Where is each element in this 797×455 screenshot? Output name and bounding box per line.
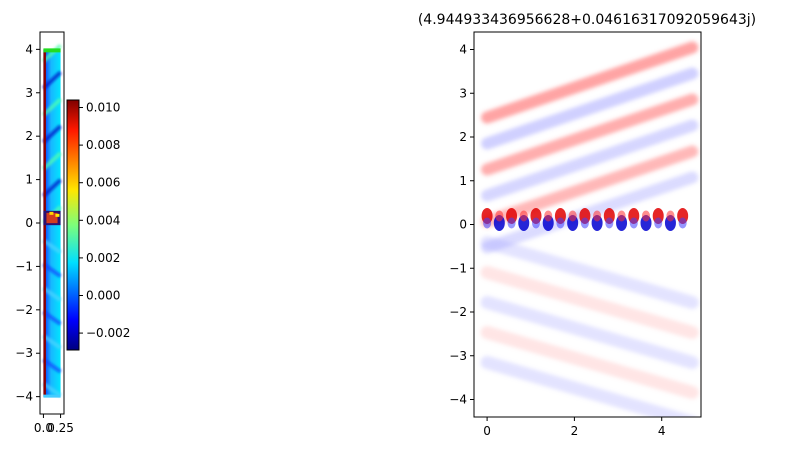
left-x-tick-label: 0.0 [34, 421, 53, 435]
blue-wave-band [480, 236, 699, 309]
colorbar-tick-label: 0.002 [86, 251, 120, 265]
blue-wave-band [480, 356, 696, 417]
blue-wave-band [480, 296, 699, 369]
source-hotspot [49, 211, 54, 215]
colorbar-tick-label: 0.004 [86, 213, 120, 227]
colorbar-tick-label: 0.010 [86, 101, 120, 115]
surface-spot-shadow [556, 217, 565, 229]
wave-stripe [42, 43, 62, 63]
right-y-tick-label: 1 [459, 174, 467, 188]
colorbar-tick-label: −0.002 [86, 326, 130, 340]
source-core [46, 212, 58, 224]
right-y-tick-label: −2 [449, 305, 467, 319]
left-x-tick-label: 0.25 [47, 421, 74, 435]
surface-spot-shadow [593, 210, 602, 222]
wave-stripe [42, 178, 62, 198]
left-y-tick-label: 3 [25, 86, 33, 100]
right-y-tick-label: 2 [459, 130, 467, 144]
right-x-tick-label: 4 [658, 424, 666, 438]
left-heatmap-panel: −4 −3 −2 −1 0 1 2 3 4 0.00.25 [15, 31, 74, 435]
surface-spot-shadow [483, 217, 492, 229]
wave-stripe [42, 238, 62, 255]
red-wave-band [480, 326, 699, 399]
surface-spot-shadow [544, 210, 553, 222]
blue-wave-band [481, 67, 699, 150]
surface-wave [481, 207, 689, 231]
surface-spot-shadow [629, 217, 638, 229]
wave-stripe [42, 358, 62, 374]
left-y-tick-label: −2 [15, 303, 33, 317]
lower-wave-bands [480, 236, 699, 417]
surface-spot-shadow [605, 217, 614, 229]
wave-stripe [42, 334, 62, 350]
right-y-tick-label: 4 [459, 43, 467, 57]
surface-spot-shadow [507, 217, 516, 229]
surface-spot-shadow [519, 210, 528, 222]
red-wave-band [481, 41, 699, 124]
wave-stripe [42, 381, 62, 398]
left-y-tick-label: −3 [15, 346, 33, 360]
surface-spot-shadow [495, 210, 504, 222]
wave-stripe [42, 310, 62, 326]
right-plot-title: (4.944933436956628+0.04616317092059643j) [418, 12, 756, 28]
colorbar-tick-label: 0.000 [86, 288, 120, 302]
right-heatmap-panel: −4 −3 −2 −1 0 1 2 3 4 0 2 4 (4.944933436956628+0.0… [418, 12, 756, 438]
wave-stripe [42, 70, 62, 90]
wave-stripes [42, 43, 62, 398]
surface-spot-shadow [666, 210, 675, 222]
surface-spot-shadow [617, 210, 626, 222]
right-y-tick-label: 0 [459, 218, 467, 232]
surface-spot-shadow [641, 210, 650, 222]
right-y-tick-label: 3 [459, 86, 467, 100]
left-y-tick-label: 0 [25, 216, 33, 230]
right-y-tick-label: −1 [449, 261, 467, 275]
blue-wave-band [481, 119, 699, 202]
red-wave-band [480, 266, 699, 339]
colorbar-tick-label: 0.008 [86, 138, 120, 152]
wave-stripe [42, 151, 62, 171]
wave-stripe [42, 124, 62, 144]
left-y-tick-label: 4 [25, 42, 33, 56]
bottom-boundary [43, 394, 61, 398]
source-hotspot [55, 213, 60, 217]
top-boundary [43, 48, 61, 53]
wave-stripe [42, 262, 62, 278]
left-y-tick-label: −1 [15, 259, 33, 273]
right-x-tick-label: 0 [483, 424, 491, 438]
right-y-tick-label: −3 [449, 349, 467, 363]
left-y-tick-label: 2 [25, 129, 33, 143]
wave-stripe [42, 97, 62, 117]
surface-spot-shadow [654, 217, 663, 229]
red-wave-band [481, 145, 699, 228]
colorbar-gradient [66, 99, 80, 351]
right-y-tick-label: −4 [449, 393, 467, 407]
surface-spot-shadow [678, 217, 687, 229]
wave-stripe [42, 286, 62, 302]
red-wave-band [481, 93, 699, 176]
right-x-tick-label: 2 [571, 424, 579, 438]
surface-spot-shadow [568, 210, 577, 222]
colorbar: −0.002 0.000 0.002 0.004 0.006 0.008 0.010 [66, 99, 130, 351]
surface-spot-shadow [580, 217, 589, 229]
left-y-tick-label: 1 [25, 173, 33, 187]
surface-spot-shadow [531, 217, 540, 229]
left-y-tick-label: −4 [15, 390, 33, 404]
colorbar-tick-label: 0.006 [86, 176, 120, 190]
